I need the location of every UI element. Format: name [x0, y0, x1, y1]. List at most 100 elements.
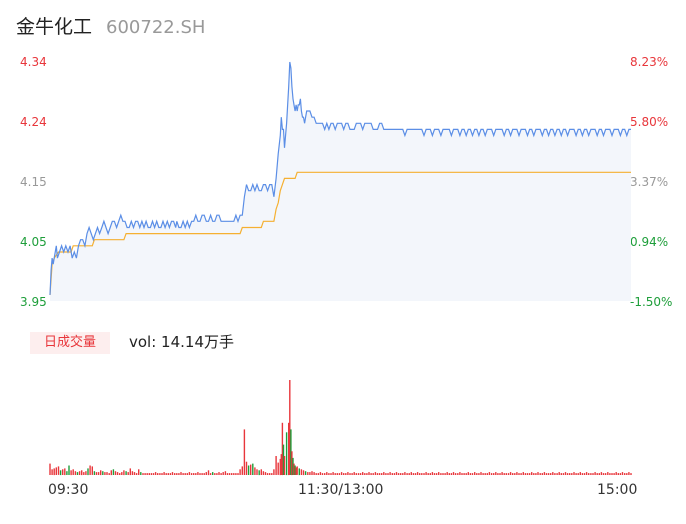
- volume-bar-260: [585, 472, 588, 475]
- volume-bar-271: [609, 473, 611, 475]
- price-line: [49, 61, 631, 295]
- volume-bar-236: [535, 473, 537, 475]
- volume-bar-142: [336, 473, 338, 475]
- volume-bar-281: [630, 473, 632, 475]
- volume-bar-222: [505, 473, 507, 475]
- volume-bar-238: [539, 473, 541, 475]
- volume-bar-188: [433, 473, 436, 475]
- volume-bar-263: [592, 473, 594, 475]
- volume-bar-3: [55, 467, 57, 475]
- volume-bar-140: [332, 472, 334, 475]
- volume-bar-278: [624, 473, 626, 475]
- volume-bar-39: [131, 471, 134, 475]
- volume-bar-111: [281, 422, 284, 476]
- volume-bar-215: [490, 473, 493, 475]
- volume-bar-93: [245, 461, 248, 475]
- volume-bar-53: [161, 473, 163, 475]
- volume-bar-50: [154, 472, 157, 475]
- volume-bar-10: [70, 470, 72, 476]
- volume-bar-254: [573, 472, 575, 475]
- price-area: [50, 62, 631, 301]
- volume-bar-13: [76, 472, 79, 475]
- volume-bar-268: [602, 473, 605, 475]
- volume-bar-72: [201, 473, 203, 475]
- volume-bar-204: [467, 472, 469, 475]
- volume-bar-230: [522, 472, 524, 475]
- volume-bar-201: [461, 473, 463, 475]
- pct-label-4: 0.94%: [630, 235, 669, 249]
- volume-bar-63: [182, 473, 184, 475]
- volume-bar-177: [410, 472, 412, 475]
- volume-bar-133: [317, 473, 319, 475]
- volume-bar-210: [480, 472, 482, 475]
- volume-bar-11: [72, 469, 74, 475]
- volume-bar-155: [364, 473, 366, 475]
- volume-bar-157: [368, 472, 370, 475]
- price-label-3: 4.15: [20, 175, 47, 189]
- volume-bar-220: [501, 472, 503, 475]
- volume-bar-33: [119, 473, 121, 475]
- volume-bar-241: [545, 473, 548, 475]
- volume-bar-136: [324, 473, 326, 475]
- volume-bar-62: [180, 472, 182, 475]
- volume-bar-179: [414, 473, 417, 475]
- volume-bar-14: [78, 471, 81, 475]
- volume-bar-91: [241, 466, 243, 475]
- volume-bar-216: [493, 473, 495, 475]
- price-label-4: 4.05: [20, 235, 47, 249]
- volume-bar-137: [326, 472, 328, 475]
- volume-bar-211: [482, 473, 484, 475]
- volume-bar-71: [199, 473, 201, 475]
- stock-name: 金牛化工: [16, 16, 93, 38]
- volume-bar-105: [271, 473, 273, 475]
- volume-bar-116: [289, 380, 291, 475]
- volume-bar-226: [514, 473, 516, 475]
- volume-bar-99: [258, 470, 260, 476]
- volume-bar-274: [615, 472, 617, 475]
- volume-bar-203: [465, 473, 467, 475]
- volume-bar-237: [537, 472, 539, 475]
- volume-bar-175: [406, 473, 408, 475]
- volume-bar-66: [188, 472, 191, 475]
- volume-bar-24: [100, 470, 102, 476]
- volume-bar-12: [74, 471, 77, 475]
- volume-bar-149: [351, 473, 353, 475]
- volume-bar-67: [190, 473, 193, 475]
- volume-bar-208: [476, 473, 478, 475]
- volume-tag[interactable]: 日成交量: [30, 332, 110, 354]
- volume-bar-101: [262, 471, 265, 475]
- volume-bar-146: [345, 473, 347, 475]
- price-label-2: 4.24: [20, 115, 47, 129]
- volume-bar-117: [290, 429, 292, 475]
- volume-bar-5: [59, 470, 62, 476]
- volume-bar-183: [423, 473, 425, 475]
- volume-bar-73: [203, 473, 205, 475]
- volume-bar-125: [300, 469, 303, 475]
- volume-bar-85: [228, 473, 231, 475]
- volume-bar-38: [129, 468, 131, 476]
- volume-bar-251: [566, 473, 569, 475]
- volume-bar-0: [49, 463, 51, 475]
- volume-bar-77: [212, 472, 214, 475]
- volume-bar-154: [362, 472, 364, 475]
- volume-bar-141: [334, 473, 336, 475]
- volume-bar-95: [250, 464, 252, 475]
- volume-bar-270: [607, 472, 609, 475]
- volume-bar-173: [402, 473, 404, 475]
- volume-bar-240: [543, 472, 546, 475]
- average-price-line: [49, 171, 631, 295]
- volume-bar-150: [353, 472, 355, 475]
- volume-bar-261: [588, 473, 590, 475]
- volume-bar-227: [516, 472, 518, 475]
- volume-bar-212: [484, 473, 486, 475]
- volume-bar-193: [444, 473, 446, 475]
- volume-bar-164: [383, 472, 385, 475]
- volume-bar-259: [583, 473, 586, 475]
- volume-bar-92: [243, 429, 246, 475]
- volume-bar-23: [97, 472, 100, 475]
- stock-title: 金牛化工 600722.SH: [16, 12, 205, 40]
- volume-bar-272: [611, 473, 613, 475]
- volume-bar-108: [277, 462, 279, 475]
- volume-bar-52: [159, 473, 161, 475]
- volume-bar-160: [374, 472, 377, 475]
